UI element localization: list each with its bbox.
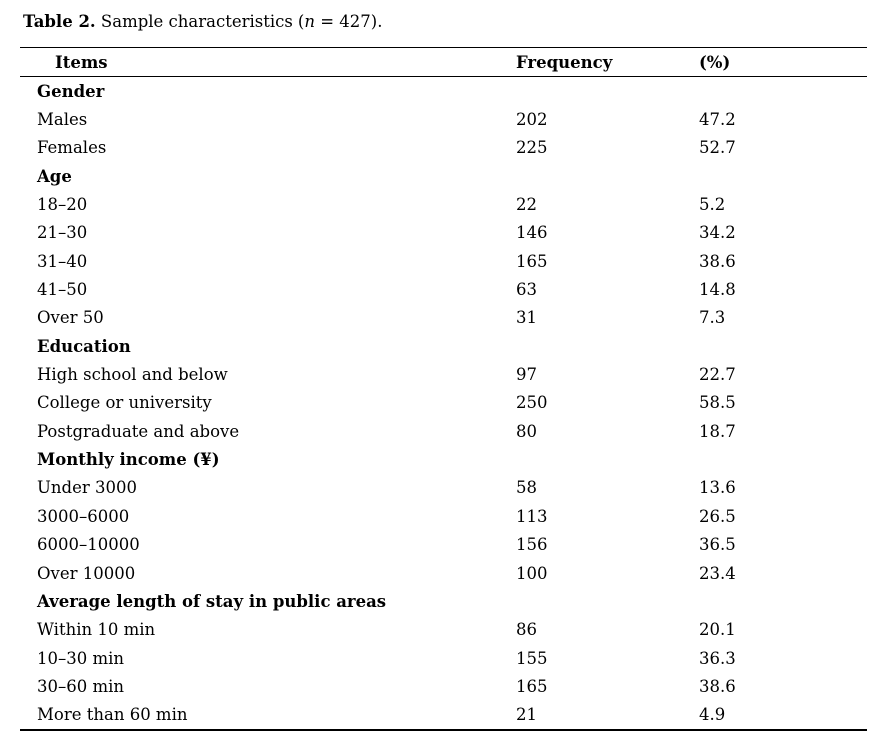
item-cell: Over 10000: [37, 563, 136, 583]
item-cell: 31–40: [37, 251, 88, 271]
frequency-cell: 80: [516, 421, 537, 441]
item-cell: Education: [37, 336, 131, 356]
item-cell: 18–20: [37, 195, 88, 215]
percent-cell: 5.2: [699, 195, 726, 215]
item-cell: Age: [37, 166, 72, 186]
item-cell: Postgraduate and above: [37, 421, 240, 441]
frequency-cell: 86: [516, 620, 537, 640]
section-header-row: Age: [20, 162, 867, 190]
table-caption-text: Sample characteristics: [100, 12, 293, 31]
frequency-cell: 250: [516, 393, 548, 413]
table-row: Males 202 47.2: [20, 105, 867, 133]
frequency-cell: 165: [516, 251, 548, 271]
table-row: Under 3000 58 13.6: [20, 474, 867, 502]
section-header-row: Monthly income (¥): [20, 445, 867, 473]
item-cell: Females: [37, 138, 107, 158]
item-cell: More than 60 min: [37, 705, 188, 725]
percent-cell: 38.6: [699, 676, 736, 696]
table-body: Gender Males 202 47.2 Females 225 52.7 Age 18–20…: [20, 77, 867, 729]
frequency-cell: 58: [516, 478, 537, 498]
item-cell: High school and below: [37, 365, 228, 385]
percent-cell: 18.7: [699, 421, 736, 441]
frequency-cell: 156: [516, 535, 548, 555]
table-row: Over 10000 100 23.4: [20, 559, 867, 587]
frequency-cell: 146: [516, 223, 548, 243]
item-cell: 41–50: [37, 280, 88, 300]
percent-cell: 52.7: [699, 138, 736, 158]
table-row: Within 10 min 86 20.1: [20, 616, 867, 644]
table-row: More than 60 min 21 4.9: [20, 701, 867, 729]
column-header-frequency: Frequency: [516, 52, 613, 72]
frequency-cell: 31: [516, 308, 537, 328]
table-row: High school and below 97 22.7: [20, 360, 867, 388]
section-header-row: Education: [20, 332, 867, 360]
table-row: College or university 250 58.5: [20, 389, 867, 417]
frequency-cell: 63: [516, 280, 537, 300]
percent-cell: 38.6: [699, 251, 736, 271]
item-cell: Monthly income (¥): [37, 450, 220, 470]
item-cell: College or university: [37, 393, 212, 413]
percent-cell: 20.1: [699, 620, 736, 640]
percent-cell: 47.2: [699, 110, 736, 130]
item-cell: Males: [37, 110, 88, 130]
percent-cell: 58.5: [699, 393, 736, 413]
item-cell: 3000–6000: [37, 506, 130, 526]
table-row: 31–40 165 38.6: [20, 247, 867, 275]
table-row: Over 50 31 7.3: [20, 304, 867, 332]
table-row: Postgraduate and above 80 18.7: [20, 417, 867, 445]
percent-cell: 4.9: [699, 705, 726, 725]
item-cell: 10–30 min: [37, 648, 125, 668]
frequency-cell: 165: [516, 676, 548, 696]
table-row: 41–50 63 14.8: [20, 275, 867, 303]
table-caption-label: Table 2.: [23, 12, 96, 31]
table-row: Females 225 52.7: [20, 134, 867, 162]
table-row: 21–30 146 34.2: [20, 219, 867, 247]
percent-cell: 26.5: [699, 506, 736, 526]
item-cell: Under 3000: [37, 478, 137, 498]
table-row: 30–60 min 165 38.6: [20, 672, 867, 700]
frequency-cell: 21: [516, 705, 537, 725]
table-row: 6000–10000 156 36.5: [20, 531, 867, 559]
table-row: 10–30 min 155 36.3: [20, 644, 867, 672]
sample-characteristics-table: Items Frequency (%) Gender Males 202 47.2 Fe…: [20, 47, 867, 731]
frequency-cell: 113: [516, 506, 548, 526]
item-cell: 21–30: [37, 223, 88, 243]
frequency-cell: 97: [516, 365, 537, 385]
item-cell: Average length of stay in public areas: [37, 591, 387, 611]
column-header-items: Items: [55, 52, 108, 72]
frequency-cell: 202: [516, 110, 548, 130]
percent-cell: 34.2: [699, 223, 736, 243]
frequency-cell: 100: [516, 563, 548, 583]
percent-cell: 36.3: [699, 648, 736, 668]
section-header-row: Gender: [20, 77, 867, 105]
table-caption: Table 2. Sample characteristics (n = 427)…: [23, 11, 382, 33]
percent-cell: 13.6: [699, 478, 736, 498]
percent-cell: 22.7: [699, 365, 736, 385]
frequency-cell: 155: [516, 648, 548, 668]
item-cell: 30–60 min: [37, 676, 125, 696]
item-cell: 6000–10000: [37, 535, 140, 555]
frequency-cell: 225: [516, 138, 548, 158]
item-cell: Gender: [37, 81, 105, 101]
item-cell: Within 10 min: [37, 620, 156, 640]
table-row: 3000–6000 113 26.5: [20, 502, 867, 530]
column-header-percent: (%): [699, 52, 731, 72]
percent-cell: 7.3: [699, 308, 726, 328]
section-header-row: Average length of stay in public areas: [20, 587, 867, 615]
table-row: 18–20 22 5.2: [20, 190, 867, 218]
frequency-cell: 22: [516, 195, 537, 215]
percent-cell: 23.4: [699, 563, 736, 583]
percent-cell: 36.5: [699, 535, 736, 555]
item-cell: Over 50: [37, 308, 104, 328]
percent-cell: 14.8: [699, 280, 736, 300]
table-caption-n: (n = 427).: [297, 12, 383, 31]
table-header-row: Items Frequency (%): [20, 48, 867, 77]
